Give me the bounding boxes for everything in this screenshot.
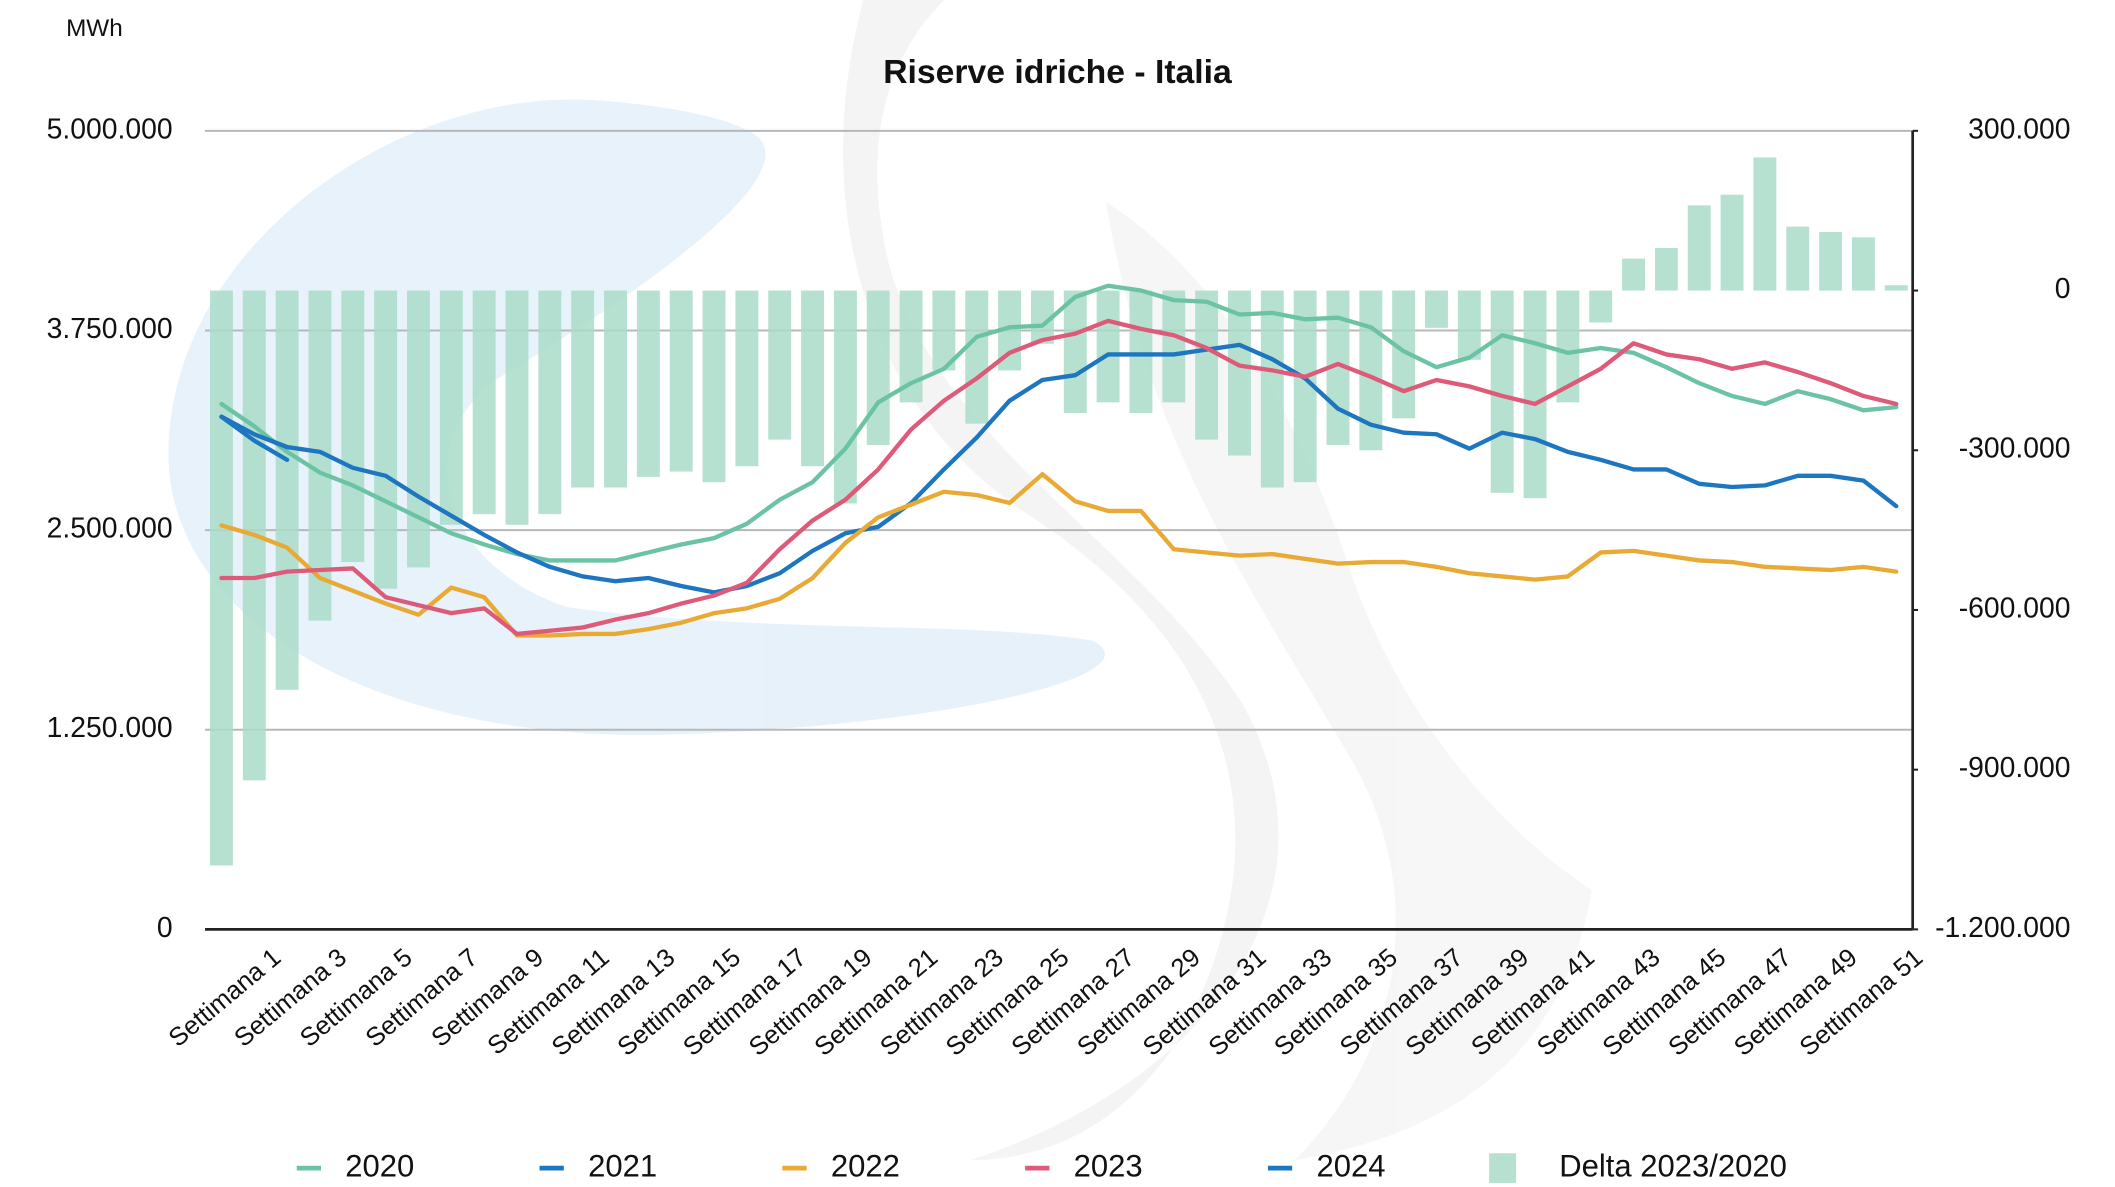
- bar: [669, 290, 693, 472]
- bar: [1457, 290, 1481, 360]
- bar: [538, 290, 562, 515]
- y2-tick-label: -900.000: [1959, 752, 2071, 784]
- bar: [899, 290, 923, 403]
- line-series: [219, 318, 1899, 637]
- bar: [1030, 290, 1054, 344]
- line-series: [219, 414, 290, 462]
- bar: [308, 290, 332, 621]
- bar: [768, 290, 792, 440]
- watermark: [168, 0, 1592, 1161]
- bar: [1589, 290, 1613, 323]
- y2-tick-label: -300.000: [1959, 433, 2071, 465]
- bar: [1425, 290, 1448, 328]
- bar: [1063, 290, 1087, 413]
- bar: [1228, 290, 1251, 456]
- watermark-blob: [168, 99, 1105, 736]
- y2-tick-label: 300.000: [1968, 113, 2070, 145]
- bar: [1523, 290, 1547, 499]
- bar: [1687, 205, 1711, 291]
- bar: [1293, 290, 1317, 483]
- bar: [801, 290, 825, 467]
- line-series: [219, 342, 1899, 595]
- line-series: [219, 472, 1899, 638]
- bar: [932, 290, 956, 371]
- y2-tick-label: -600.000: [1959, 592, 2071, 624]
- bar: [1720, 194, 1744, 291]
- bar: [275, 290, 299, 690]
- bar: [505, 290, 529, 525]
- bar: [735, 290, 759, 467]
- bar: [407, 290, 430, 568]
- bar: [636, 290, 660, 477]
- bar: [1884, 285, 1908, 291]
- bar: [1162, 290, 1186, 403]
- bar: [439, 290, 463, 525]
- y-tick-label: 5.000.000: [47, 113, 173, 145]
- y-tick-label: 2.500.000: [47, 513, 173, 545]
- y2-tick-label: -1.200.000: [1935, 912, 2070, 944]
- bar: [374, 290, 398, 589]
- bar: [1654, 247, 1678, 291]
- legend-label: 2023: [1074, 1148, 1143, 1183]
- bar: [866, 290, 890, 445]
- bar: [833, 290, 857, 504]
- bar: [1622, 258, 1646, 291]
- plot-area: [209, 157, 1908, 866]
- bar: [1851, 237, 1875, 291]
- chart-title: Riserve idriche - Italia: [883, 53, 1232, 91]
- legend-label: 2020: [345, 1148, 414, 1183]
- bar: [472, 290, 496, 515]
- y-tick-label: 0: [157, 912, 173, 944]
- legend-label: 2024: [1316, 1148, 1385, 1183]
- bar: [965, 290, 989, 424]
- bar: [604, 290, 627, 488]
- bar: [1753, 157, 1777, 291]
- bar: [1260, 290, 1284, 488]
- legend-label: 2022: [831, 1148, 900, 1183]
- bar: [341, 290, 365, 563]
- y-axis-label: MWh: [66, 15, 123, 42]
- bar: [702, 290, 726, 483]
- legend-label: 2021: [588, 1148, 657, 1183]
- bar: [1129, 290, 1153, 413]
- legend-swatch: [1489, 1153, 1517, 1183]
- bar: [1096, 290, 1120, 403]
- bar: [1556, 290, 1580, 403]
- y2-tick-label: 0: [2055, 273, 2071, 305]
- bar: [1195, 290, 1219, 440]
- bar: [1786, 226, 1810, 291]
- bar: [571, 290, 595, 488]
- line-series: [219, 283, 1899, 563]
- y-tick-label: 3.750.000: [47, 313, 173, 345]
- watermark-swoosh: [1106, 202, 1592, 1161]
- y-tick-label: 1.250.000: [47, 712, 173, 744]
- bar: [1819, 231, 1843, 291]
- legend-label: Delta 2023/2020: [1559, 1148, 1787, 1183]
